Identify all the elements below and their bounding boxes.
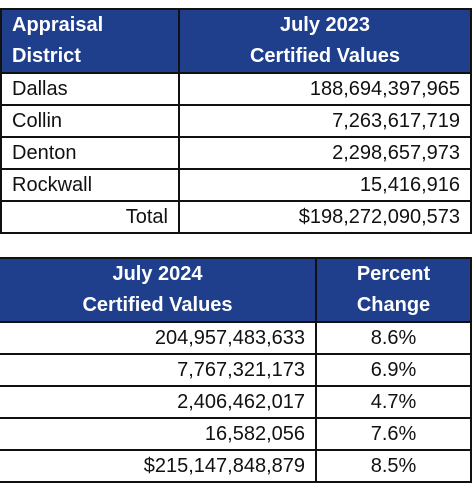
cell: 2,406,462,017 (0, 385, 317, 419)
header-cell: Appraisal District (0, 8, 180, 74)
cell: 2,298,657,973 (178, 136, 472, 170)
row: $215,147,848,879 8.5% (0, 449, 472, 483)
bottom-table: July 2024 Certified Values Percent Chang… (0, 257, 472, 483)
header-row: Appraisal District July 2023 Certified V… (0, 8, 472, 74)
row: 204,957,483,633 8.6% (0, 321, 472, 355)
cell: 8.6% (315, 321, 472, 355)
cell: 4.7% (315, 385, 472, 419)
cell: 16,582,056 (0, 417, 317, 451)
top-table: Appraisal District July 2023 Certified V… (0, 8, 472, 234)
header-cell: July 2024 Certified Values (0, 257, 317, 323)
header-row: July 2024 Certified Values Percent Chang… (0, 257, 472, 323)
cell: 7,263,617,719 (178, 104, 472, 138)
cell: 188,694,397,965 (178, 72, 472, 106)
header-cell: July 2023 Certified Values (178, 8, 472, 74)
cell: 204,957,483,633 (0, 321, 317, 355)
row: Dallas 188,694,397,965 (0, 72, 472, 106)
cell: Rockwall (0, 168, 180, 202)
row: Rockwall 15,416,916 (0, 168, 472, 202)
cell: Dallas (0, 72, 180, 106)
cell: $215,147,848,879 (0, 449, 317, 483)
header-cell: Percent Change (315, 257, 472, 323)
row: Total $198,272,090,573 (0, 200, 472, 234)
cell: Denton (0, 136, 180, 170)
row: 16,582,056 7.6% (0, 417, 472, 451)
row: 7,767,321,173 6.9% (0, 353, 472, 387)
cell: Total (0, 200, 180, 234)
row: Denton 2,298,657,973 (0, 136, 472, 170)
cell: 6.9% (315, 353, 472, 387)
cell: 8.5% (315, 449, 472, 483)
cell: 15,416,916 (178, 168, 472, 202)
cell: 7.6% (315, 417, 472, 451)
cell: Collin (0, 104, 180, 138)
cell: 7,767,321,173 (0, 353, 317, 387)
row: 2,406,462,017 4.7% (0, 385, 472, 419)
cell: $198,272,090,573 (178, 200, 472, 234)
row: Collin 7,263,617,719 (0, 104, 472, 138)
